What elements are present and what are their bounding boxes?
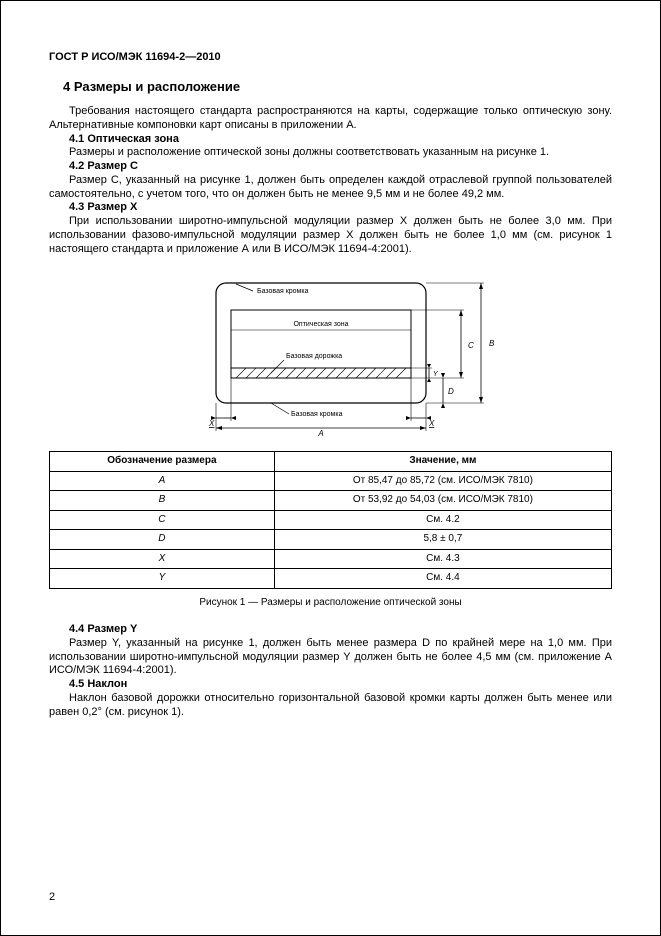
- leader-top: [236, 284, 253, 291]
- section-4-title: 4 Размеры и расположение: [63, 79, 612, 95]
- s42: 4.2 Размер C: [49, 160, 612, 174]
- card-outline: [216, 283, 426, 403]
- cell-key: Y: [50, 569, 275, 589]
- cell-key: C: [50, 510, 275, 530]
- th-col1: Обозначение размера: [50, 452, 275, 472]
- dimensions-table: Обозначение размера Значение, мм AОт 85,…: [49, 451, 612, 589]
- s45: 4.5 Наклон: [49, 678, 612, 692]
- s43-text: При использовании широтно-импульсной мод…: [49, 215, 612, 256]
- table-row: YСм. 4.4: [50, 569, 612, 589]
- doc-id: ГОСТ Р ИСО/МЭК 11694-2—2010: [49, 51, 612, 65]
- label-optical: Оптическая зона: [293, 321, 348, 328]
- dim-D: D: [448, 387, 454, 396]
- cell-val: См. 4.3: [274, 549, 611, 569]
- s45-text: Наклон базовой дорожки относительно гори…: [49, 692, 612, 720]
- dim-B: B: [489, 339, 495, 348]
- cell-val: От 85,47 до 85,72 (см. ИСО/МЭК 7810): [274, 471, 611, 491]
- table-row: CСм. 4.2: [50, 510, 612, 530]
- dim-Y: Y: [433, 371, 439, 378]
- s43: 4.3 Размер X: [49, 201, 612, 215]
- intro-paragraph: Требования настоящего стандарта распрост…: [49, 105, 612, 133]
- table-row: XСм. 4.3: [50, 549, 612, 569]
- dim-Xl: X: [208, 419, 215, 428]
- track-hatch: [236, 368, 406, 378]
- cell-key: B: [50, 491, 275, 511]
- s43-head: 4.3 Размер X: [69, 201, 137, 213]
- dim-Xr: X: [428, 419, 435, 428]
- dim-A: A: [317, 429, 323, 438]
- cell-val: 5,8 ± 0,7: [274, 530, 611, 550]
- cell-val: См. 4.2: [274, 510, 611, 530]
- s41: 4.1 Оптическая зона: [49, 133, 612, 147]
- figure-caption: Рисунок 1 — Размеры и расположение оптич…: [49, 597, 612, 610]
- label-track: Базовая дорожка: [286, 353, 342, 360]
- label-top-edge: Базовая кромка: [257, 288, 309, 295]
- label-bottom-edge: Базовая кромка: [291, 411, 343, 418]
- s41-head: 4.1 Оптическая зона: [69, 133, 179, 145]
- s44: 4.4 Размер Y: [49, 623, 612, 637]
- cell-key: A: [50, 471, 275, 491]
- figure-svg: Базовая кромка Оптическая зона Базовая д…: [161, 268, 501, 438]
- dim-C: C: [468, 341, 474, 350]
- th-col2: Значение, мм: [274, 452, 611, 472]
- s44-head: 4.4 Размер Y: [69, 623, 137, 635]
- s42-head: 4.2 Размер C: [69, 160, 138, 172]
- table-row: AОт 85,47 до 85,72 (см. ИСО/МЭК 7810): [50, 471, 612, 491]
- s41-text: Размеры и расположение оптической зоны д…: [49, 146, 612, 160]
- page-number: 2: [49, 891, 55, 905]
- cell-key: D: [50, 530, 275, 550]
- figure-1: Базовая кромка Оптическая зона Базовая д…: [49, 268, 612, 443]
- leader-track: [271, 360, 284, 373]
- cell-key: X: [50, 549, 275, 569]
- cell-val: См. 4.4: [274, 569, 611, 589]
- table-row: BОт 53,92 до 54,03 (см. ИСО/МЭК 7810): [50, 491, 612, 511]
- s45-head: 4.5 Наклон: [69, 678, 127, 690]
- leader-bottom: [271, 403, 289, 414]
- s42-text: Размер C, указанный на рисунке 1, должен…: [49, 174, 612, 202]
- cell-val: От 53,92 до 54,03 (см. ИСО/МЭК 7810): [274, 491, 611, 511]
- page: ГОСТ Р ИСО/МЭК 11694-2—2010 4 Размеры и …: [0, 0, 661, 936]
- table-row: D5,8 ± 0,7: [50, 530, 612, 550]
- s44-text: Размер Y, указанный на рисунке 1, должен…: [49, 637, 612, 678]
